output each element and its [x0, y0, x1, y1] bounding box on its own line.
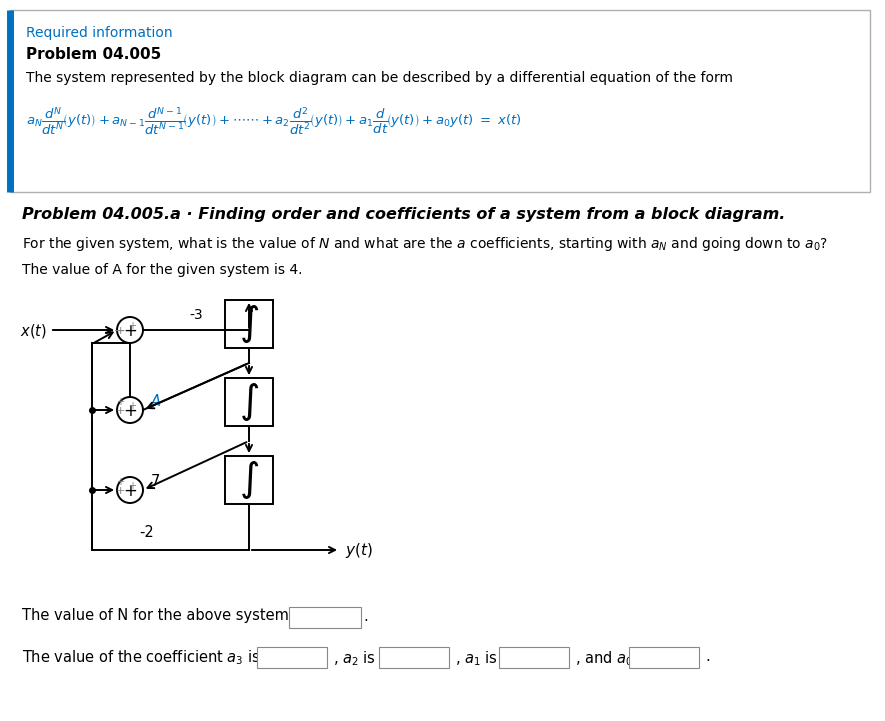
Circle shape	[117, 477, 143, 503]
FancyBboxPatch shape	[10, 10, 870, 192]
Text: −: −	[114, 324, 124, 337]
FancyBboxPatch shape	[225, 300, 273, 348]
Text: $\int$: $\int$	[239, 381, 259, 423]
Text: +: +	[115, 406, 125, 416]
Text: , $a_1$ is: , $a_1$ is	[455, 649, 498, 668]
Text: +: +	[115, 326, 125, 336]
Text: The system represented by the block diagram can be described by a differential e: The system represented by the block diag…	[26, 71, 733, 85]
FancyBboxPatch shape	[225, 456, 273, 504]
Text: Problem 04.005.a · Finding order and coefficients of a system from a block diagr: Problem 04.005.a · Finding order and coe…	[22, 207, 785, 222]
Text: 7: 7	[151, 474, 160, 490]
FancyBboxPatch shape	[499, 647, 569, 668]
Text: $\int$: $\int$	[239, 459, 259, 501]
Text: The value of N for the above system is: The value of N for the above system is	[22, 608, 310, 623]
Text: +: +	[128, 481, 136, 491]
Text: -3: -3	[189, 308, 203, 322]
Text: .: .	[363, 609, 368, 624]
FancyBboxPatch shape	[629, 647, 699, 668]
Text: +: +	[128, 401, 136, 411]
Text: $x(t)$: $x(t)$	[20, 322, 47, 340]
Text: +: +	[123, 322, 137, 340]
Text: $y(t)$: $y(t)$	[345, 541, 373, 559]
FancyBboxPatch shape	[379, 647, 449, 668]
Text: +: +	[123, 482, 137, 500]
Text: The value of the coefficient $a_3$ is: The value of the coefficient $a_3$ is	[22, 648, 261, 667]
Text: , $a_2$ is: , $a_2$ is	[333, 649, 376, 668]
Text: Required information: Required information	[26, 26, 173, 40]
Text: For the given system, what is the value of $N$ and what are the $a$ coefficients: For the given system, what is the value …	[22, 235, 828, 253]
Text: , and $a_0$ is: , and $a_0$ is	[575, 649, 650, 668]
Circle shape	[117, 317, 143, 343]
Text: +: +	[115, 486, 125, 496]
Text: +: +	[123, 402, 137, 420]
Text: -2: -2	[140, 525, 154, 540]
Text: −: −	[115, 324, 126, 337]
Text: +: +	[116, 397, 124, 407]
Text: A: A	[151, 394, 161, 410]
Text: +: +	[128, 321, 136, 331]
Text: .: .	[705, 649, 710, 664]
FancyBboxPatch shape	[289, 607, 361, 628]
Text: $a_N\dfrac{d^N}{dt^N}\!\left(y(t)\right)+a_{N-1}\dfrac{d^{N-1}}{dt^{N-1}}\!\left: $a_N\dfrac{d^N}{dt^N}\!\left(y(t)\right)…	[26, 105, 522, 137]
FancyBboxPatch shape	[257, 647, 327, 668]
Text: $\int$: $\int$	[239, 303, 259, 345]
FancyBboxPatch shape	[225, 378, 273, 426]
Text: +: +	[116, 477, 124, 487]
Text: The value of A for the given system is 4.: The value of A for the given system is 4…	[22, 263, 303, 277]
Text: Problem 04.005: Problem 04.005	[26, 47, 161, 62]
Circle shape	[117, 397, 143, 423]
